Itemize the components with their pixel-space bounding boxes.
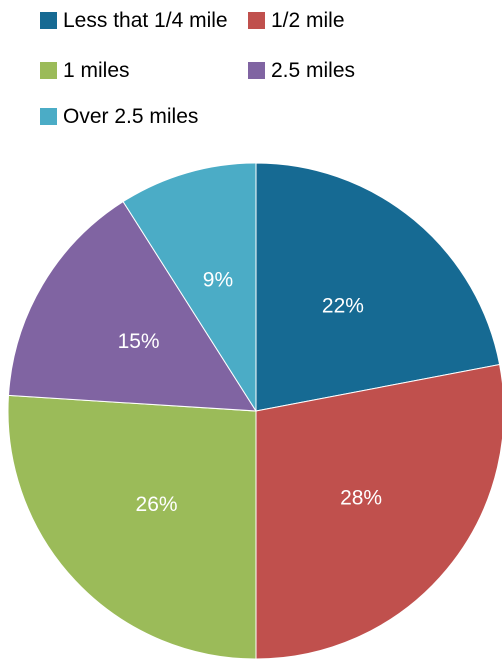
legend-label: Over 2.5 miles <box>63 105 199 128</box>
legend-item-less-than-quarter-mile: Less that 1/4 mile <box>40 10 228 31</box>
legend-label: Less that 1/4 mile <box>63 9 228 32</box>
legend-item-over-2-5-miles: Over 2.5 miles <box>40 106 198 127</box>
legend-label: 1 miles <box>63 59 130 82</box>
legend-swatch <box>40 62 57 79</box>
slice-less-than-quarter-mile <box>255 162 501 412</box>
legend-item-2-5-miles: 2.5 miles <box>248 60 355 81</box>
legend-swatch <box>248 62 265 79</box>
legend-item-half-mile: 1/2 mile <box>248 10 345 31</box>
slice-data-label: 22% <box>322 294 364 317</box>
legend-swatch <box>248 12 265 29</box>
slice-data-label: 26% <box>136 493 178 516</box>
slice-data-label: 15% <box>118 330 160 353</box>
slice-half-mile <box>255 363 502 660</box>
slice-data-label: 9% <box>203 269 233 292</box>
legend-label: 1/2 mile <box>271 9 345 32</box>
slice-over-2-5-miles <box>122 162 257 413</box>
legend-label: 2.5 miles <box>271 59 356 82</box>
slice-1-miles <box>7 394 257 660</box>
legend-item-1-miles: 1 miles <box>40 60 130 81</box>
slice-data-label: 28% <box>340 486 382 509</box>
legend: Less that 1/4 mile 1/2 mile 1 miles 2.5 … <box>40 0 500 135</box>
legend-swatch <box>40 108 57 125</box>
legend-swatch <box>40 12 57 29</box>
slice-2-5-miles <box>7 200 257 412</box>
